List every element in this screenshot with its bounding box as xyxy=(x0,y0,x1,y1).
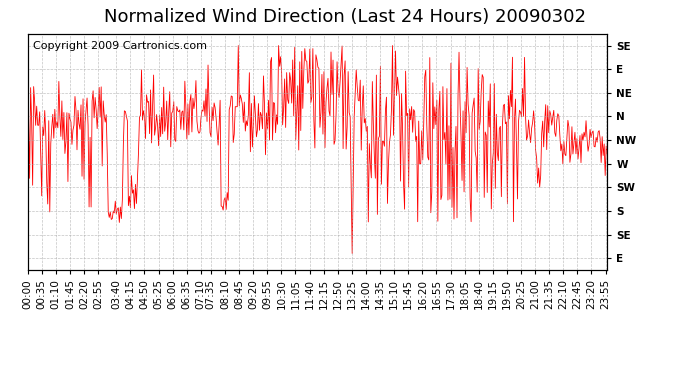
Text: Normalized Wind Direction (Last 24 Hours) 20090302: Normalized Wind Direction (Last 24 Hours… xyxy=(104,8,586,26)
Text: Copyright 2009 Cartronics.com: Copyright 2009 Cartronics.com xyxy=(33,41,208,51)
